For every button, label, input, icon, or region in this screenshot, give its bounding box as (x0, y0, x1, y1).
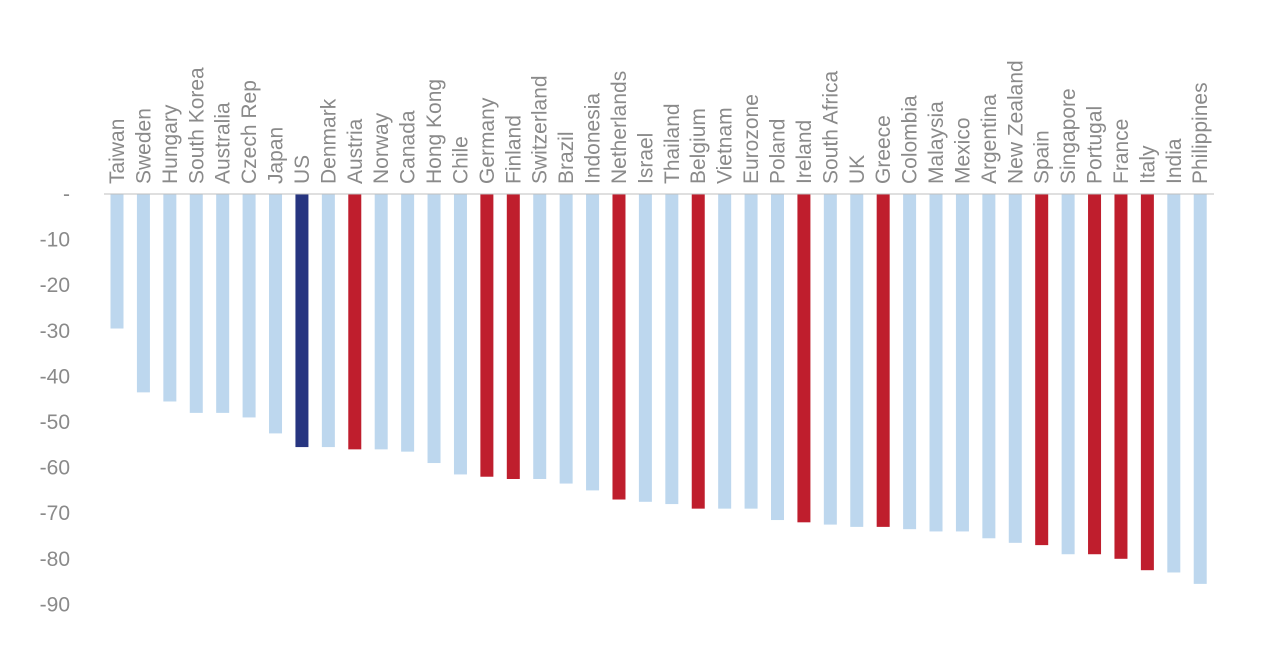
category-label: Argentina (978, 94, 1001, 184)
category-label: Greece (872, 115, 895, 184)
bar-sweden (136, 194, 150, 393)
category-label: US (291, 155, 314, 184)
bar-poland (771, 194, 784, 521)
category-label: Netherlands (608, 71, 631, 184)
bar-ireland (797, 194, 811, 523)
category-label: Colombia (899, 95, 922, 184)
category-label: Germany (476, 97, 499, 184)
category-label: Denmark (317, 98, 340, 184)
bar-eurozone (744, 194, 758, 509)
bars (110, 194, 1207, 584)
y-tick-label: -90 (40, 593, 70, 616)
category-label: Hong Kong (423, 79, 446, 184)
category-label: Hungary (159, 104, 182, 184)
category-label: Finland (502, 115, 525, 184)
y-tick-label: -60 (40, 457, 70, 480)
category-label: Switzerland (529, 75, 552, 184)
y-tick-label: - (63, 183, 70, 206)
bar-czech-rep (242, 194, 256, 418)
category-label: New Zealand (1004, 60, 1027, 184)
category-label: Portugal (1084, 106, 1107, 184)
category-label: Italy (1136, 145, 1159, 184)
category-label: Brazil (555, 131, 578, 184)
category-label: Czech Rep (238, 80, 261, 184)
bar-norway (374, 194, 388, 450)
bar-us (295, 194, 309, 448)
bar-portugal (1088, 194, 1102, 555)
bar-israel (638, 194, 652, 502)
bar-chile (453, 194, 467, 475)
y-tick-label: -20 (40, 274, 70, 297)
category-label: Malaysia (925, 101, 948, 184)
category-label: Thailand (661, 103, 684, 184)
bar-brazil (559, 194, 573, 484)
y-tick-label: -10 (40, 229, 70, 252)
category-labels: Taiwan Sweden Hungary South Korea Australia C… (106, 60, 1212, 184)
category-label: Australia (212, 102, 235, 184)
bar-uk (850, 194, 864, 527)
bar-hong-kong (427, 194, 441, 464)
category-label: Ireland (793, 120, 816, 184)
y-tick-label: -70 (40, 502, 70, 525)
category-label: Belgium (687, 108, 710, 184)
category-label: France (1110, 119, 1133, 184)
bar-thailand (665, 194, 679, 505)
category-label: Vietnam (714, 107, 737, 184)
bar-belgium (691, 194, 705, 509)
y-tick-label: -50 (40, 411, 70, 434)
category-label: Spain (1031, 130, 1054, 184)
bar-south-korea (189, 194, 203, 413)
bar-canada (401, 194, 415, 452)
y-axis: - -10 -20 -30 -40 -50 -60 -70 -80 -90 (40, 183, 70, 616)
bar-colombia (903, 194, 917, 530)
category-label: Chile (449, 136, 472, 184)
bar-singapore (1061, 194, 1075, 555)
bar-japan (269, 194, 283, 434)
category-label: Philippines (1189, 82, 1212, 184)
bar-philippines (1193, 194, 1207, 584)
bar-austria (348, 194, 362, 450)
category-label: Mexico (951, 117, 974, 184)
bar-switzerland (533, 194, 547, 479)
bar-malaysia (929, 194, 943, 532)
y-tick-label: -30 (40, 320, 70, 343)
bar-new-zealand (1008, 194, 1022, 543)
category-label: South Africa (819, 70, 842, 184)
category-label: Poland (767, 119, 790, 184)
bar-india (1167, 194, 1181, 573)
category-label: Norway (370, 112, 393, 184)
bar-germany (480, 194, 494, 477)
bar-argentina (982, 194, 996, 539)
category-label: UK (846, 155, 869, 184)
bar-denmark (321, 194, 335, 448)
category-label: Austria (344, 118, 367, 184)
y-tick-label: -40 (40, 365, 70, 388)
bar-france (1114, 194, 1128, 559)
category-label: Sweden (132, 108, 155, 184)
bar-south-africa (823, 194, 837, 525)
bar-netherlands (612, 194, 626, 500)
bar-indonesia (586, 194, 600, 491)
bar-australia (216, 194, 230, 413)
bar-greece (876, 194, 890, 527)
bar-italy (1140, 194, 1154, 571)
category-label: Canada (397, 110, 420, 184)
bar-taiwan (110, 194, 124, 329)
category-label: South Korea (185, 67, 208, 184)
bar-finland (506, 194, 520, 479)
bar-mexico (955, 194, 969, 532)
category-label: Indonesia (582, 93, 605, 184)
y-tick-label: -80 (40, 548, 70, 571)
category-label: Israel (634, 133, 657, 184)
category-label: Taiwan (106, 119, 129, 184)
category-label: Singapore (1057, 88, 1080, 184)
category-label: Eurozone (740, 94, 763, 184)
category-label: India (1163, 138, 1186, 184)
category-label: Japan (265, 127, 288, 184)
bar-spain (1035, 194, 1049, 546)
bar-vietnam (718, 194, 732, 509)
bar-hungary (163, 194, 177, 402)
